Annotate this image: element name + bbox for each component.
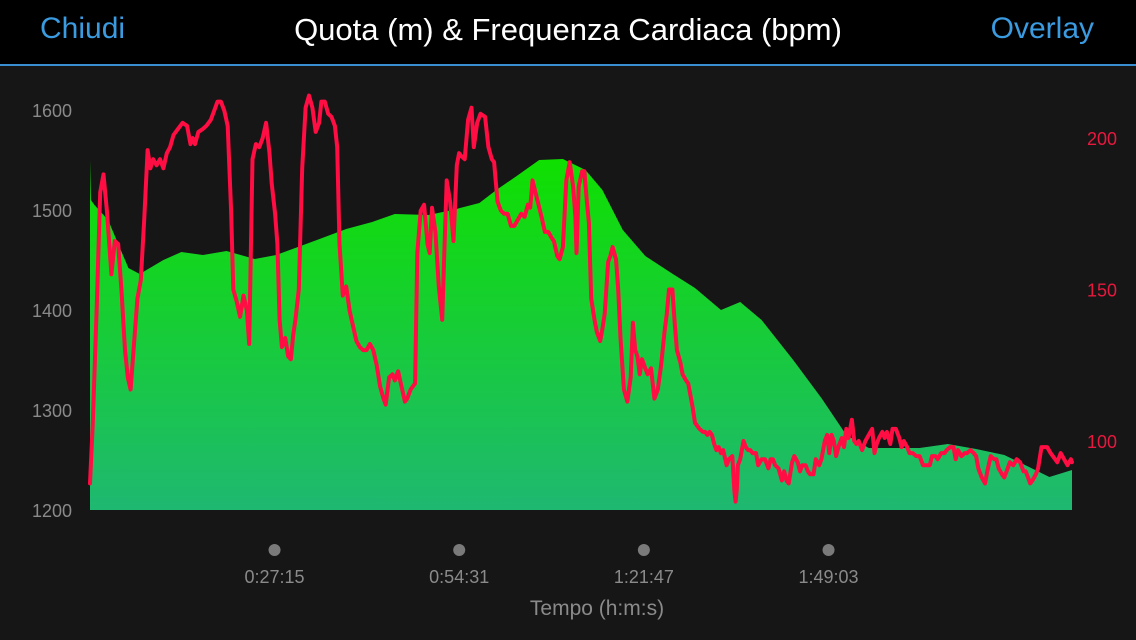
x-axis-label: Tempo (h:m:s) xyxy=(530,597,664,620)
x-tick-label: 0:54:31 xyxy=(429,567,489,587)
heart-rate-line xyxy=(88,93,1074,504)
chart-svg: 1200 1300 1400 1500 1600 100 150 200 0:27:15 0:… xyxy=(32,93,1117,620)
x-tick-dot xyxy=(453,544,466,556)
altitude-area xyxy=(90,159,1072,510)
y-right-tick-label: 150 xyxy=(1087,281,1117,301)
x-tick-label: 1:21:47 xyxy=(614,567,674,587)
y-left-tick-label: 1600 xyxy=(32,101,72,121)
x-tick-label: 1:49:03 xyxy=(799,567,859,587)
y-right-tick-label: 100 xyxy=(1087,432,1117,452)
y-left-tick-label: 1500 xyxy=(32,201,72,221)
overlay-button[interactable]: Overlay xyxy=(990,12,1094,45)
y-left-tick-label: 1400 xyxy=(32,301,72,321)
x-tick-dot xyxy=(268,544,281,556)
top-bar: Chiudi Quota (m) & Frequenza Cardiaca (b… xyxy=(0,0,1136,66)
close-button[interactable]: Chiudi xyxy=(40,12,126,45)
y-left-tick-label: 1300 xyxy=(32,401,72,421)
chart-area: 1200 1300 1400 1500 1600 100 150 200 0:27:15 0:… xyxy=(0,66,1136,640)
chart-title: Quota (m) & Frequenza Cardiaca (bpm) xyxy=(294,12,842,47)
y-left-tick-label: 1200 xyxy=(32,501,72,521)
y-right-tick-label: 200 xyxy=(1087,129,1117,149)
x-tick-dot xyxy=(637,544,650,556)
x-tick-label: 0:27:15 xyxy=(245,567,305,587)
x-tick-dot xyxy=(822,544,835,556)
